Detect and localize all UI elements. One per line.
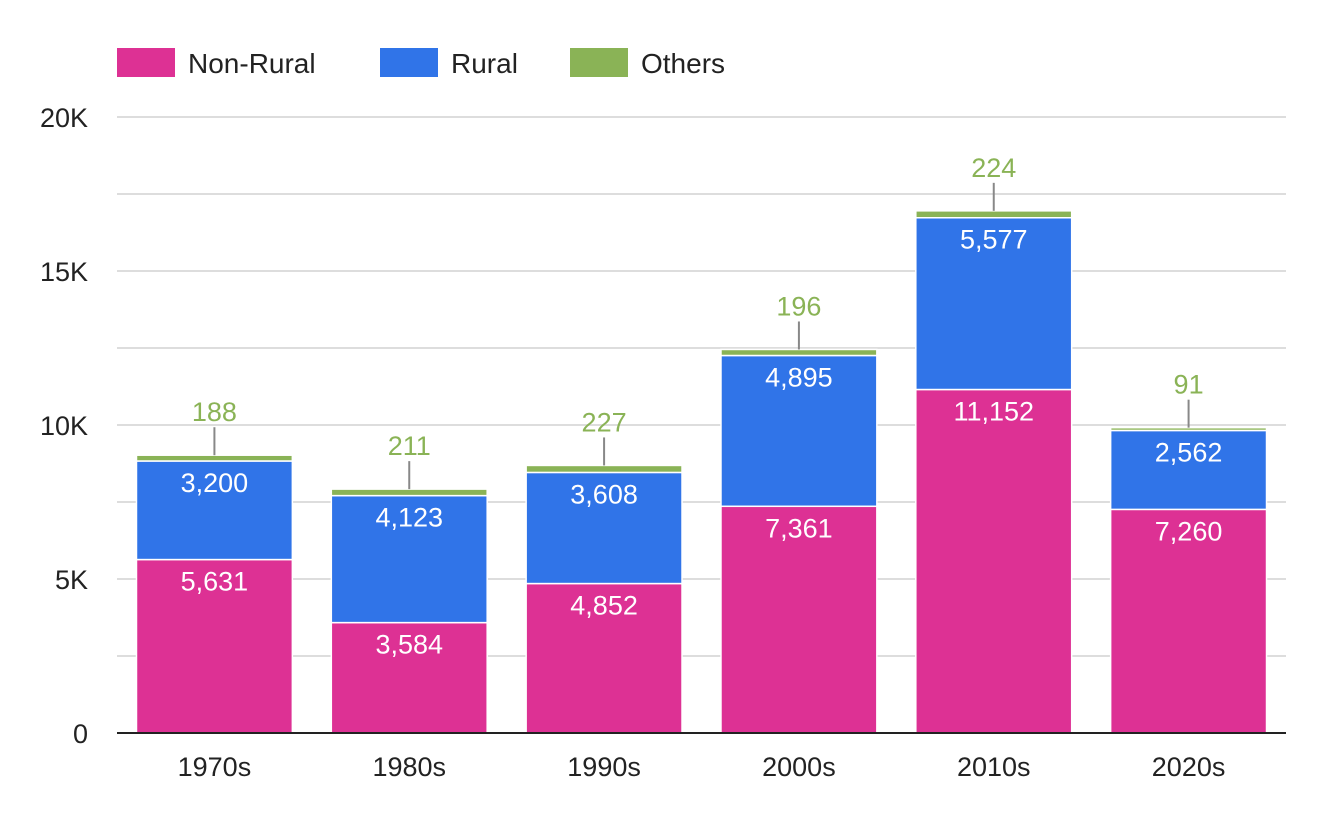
bar-others-2010s bbox=[915, 210, 1073, 219]
bar-rural-2020s bbox=[1109, 429, 1268, 511]
grid-lines bbox=[117, 116, 1286, 657]
data-label-non-rural: 7,361 bbox=[765, 513, 833, 543]
legend-label-0: Non-Rural bbox=[188, 48, 316, 79]
data-label-non-rural: 7,260 bbox=[1155, 516, 1223, 546]
x-tick-label: 2000s bbox=[762, 752, 836, 782]
y-tick-label: 10K bbox=[40, 411, 88, 441]
bar-others-2000s bbox=[720, 348, 878, 357]
data-label-rural: 5,577 bbox=[960, 225, 1028, 255]
legend-swatch-1 bbox=[380, 48, 438, 77]
data-label-non-rural: 4,852 bbox=[570, 591, 638, 621]
x-tick-label: 2020s bbox=[1152, 752, 1226, 782]
data-label-non-rural: 3,584 bbox=[375, 630, 443, 660]
bar-rural-2010s bbox=[915, 216, 1073, 391]
data-label-rural: 2,562 bbox=[1155, 437, 1223, 467]
legend-label-1: Rural bbox=[451, 48, 518, 79]
x-axis: 1970s 1980s 1990s 2000s 2010s 2020s bbox=[117, 732, 1286, 782]
data-labels: 5,631 3,200 188 3,584 4,123 211 4,852 3,608 227 7… bbox=[181, 153, 1223, 660]
bar-others-1990s bbox=[525, 464, 683, 474]
data-label-rural: 3,200 bbox=[181, 468, 249, 498]
bar-rural-2000s bbox=[720, 354, 878, 508]
x-tick-label: 1990s bbox=[567, 752, 641, 782]
data-label-rural: 3,608 bbox=[570, 479, 638, 509]
bar-non-rural-1970s bbox=[135, 558, 294, 734]
data-label-others: 227 bbox=[582, 407, 627, 437]
y-tick-label: 20K bbox=[40, 103, 88, 133]
bar-non-rural-2010s bbox=[915, 388, 1073, 734]
data-label-others: 196 bbox=[776, 291, 821, 321]
legend: Non-Rural Rural Others bbox=[117, 48, 725, 79]
bar-non-rural-1990s bbox=[525, 582, 683, 734]
bar-rural-1970s bbox=[135, 460, 294, 561]
x-tick-label: 1980s bbox=[372, 752, 446, 782]
data-label-others: 211 bbox=[388, 431, 431, 461]
bars bbox=[135, 210, 1268, 734]
data-label-rural: 4,895 bbox=[765, 363, 833, 393]
legend-swatch-2 bbox=[570, 48, 628, 77]
data-label-non-rural: 5,631 bbox=[181, 567, 249, 597]
bar-others-1980s bbox=[330, 488, 488, 497]
legend-label-2: Others bbox=[641, 48, 725, 79]
bar-non-rural-1980s bbox=[330, 621, 488, 734]
legend-swatch-0 bbox=[117, 48, 175, 77]
data-label-non-rural: 11,152 bbox=[953, 397, 1034, 427]
bar-rural-1980s bbox=[330, 494, 488, 624]
y-tick-label: 0 bbox=[73, 719, 88, 749]
y-tick-label: 15K bbox=[40, 257, 88, 287]
y-axis: 0 5K 10K 15K 20K bbox=[40, 103, 88, 749]
data-label-others: 91 bbox=[1174, 370, 1204, 400]
bar-others-1970s bbox=[135, 454, 294, 462]
bar-others-2020s bbox=[1109, 426, 1268, 432]
data-label-rural: 4,123 bbox=[375, 503, 443, 533]
bar-non-rural-2020s bbox=[1109, 508, 1268, 734]
y-tick-label: 5K bbox=[55, 565, 88, 595]
x-tick-label: 2010s bbox=[957, 752, 1031, 782]
x-tick-label: 1970s bbox=[178, 752, 252, 782]
data-label-others: 188 bbox=[192, 397, 237, 427]
data-label-others: 224 bbox=[971, 153, 1016, 183]
